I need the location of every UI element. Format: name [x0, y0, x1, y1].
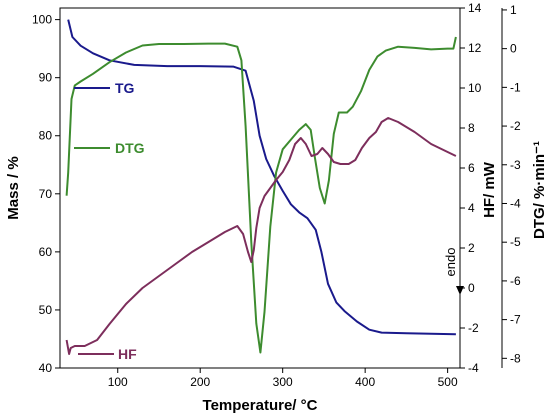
- mass-tick-label: 40: [39, 361, 53, 375]
- mass-tick-label: 70: [39, 187, 53, 201]
- hf-tick-label: 8: [468, 121, 475, 135]
- dtg-tick-label: -7: [510, 313, 521, 327]
- series-label-dtg: DTG: [115, 140, 145, 156]
- mass-tick-label: 50: [39, 303, 53, 317]
- dtg-tick-label: 0: [510, 42, 517, 56]
- dtg-tick-label: -1: [510, 80, 521, 94]
- hf-tick-label: 10: [468, 81, 482, 95]
- x-tick-label: 100: [108, 375, 128, 389]
- series-line-tg: [67, 19, 456, 336]
- x-tick-label: 400: [355, 375, 375, 389]
- dtg-tick-label: -6: [510, 274, 521, 288]
- hf-tick-label: 14: [468, 1, 482, 15]
- hf-tick-label: 12: [468, 41, 482, 55]
- plot-frame: [59, 7, 461, 369]
- hf-tick-label: -4: [468, 361, 479, 375]
- dtg-tick-label: -5: [510, 235, 521, 249]
- mass-tick-label: 100: [32, 13, 52, 27]
- dtg-tick-label: -3: [510, 158, 521, 172]
- series-line-dtg: [65, 36, 457, 354]
- x-tick-label: 500: [438, 375, 458, 389]
- series-line-hf: [65, 117, 457, 355]
- x-tick-label: 300: [273, 375, 293, 389]
- dtg-tick-label: -2: [510, 119, 521, 133]
- dtg-tick-label: 1: [510, 3, 517, 17]
- hf-tick-label: 0: [468, 281, 475, 295]
- dtg-tick-label: -8: [510, 351, 521, 365]
- x-tick-label: 200: [190, 375, 210, 389]
- dtg-axis-title: DTG/ %·min⁻¹: [531, 141, 548, 239]
- mass-tick-label: 90: [39, 71, 53, 85]
- hf-tick-label: 2: [468, 241, 475, 255]
- hf-axis-title: HF/ mW: [481, 161, 498, 218]
- endo-annotation: endo: [443, 248, 458, 277]
- hf-tick-label: 6: [468, 161, 475, 175]
- hf-tick-label: 4: [468, 201, 475, 215]
- dtg-tick-label: -4: [510, 196, 521, 210]
- mass-tick-label: 80: [39, 129, 53, 143]
- series-label-hf: HF: [118, 346, 137, 362]
- x-axis-title: Temperature/ °C: [203, 397, 318, 414]
- hf-tick-label: -2: [468, 321, 479, 335]
- mass-tick-label: 60: [39, 245, 53, 259]
- mass-axis-title: Mass / %: [5, 156, 22, 219]
- series-label-tg: TG: [115, 80, 135, 96]
- endo-arrow-head: [456, 286, 464, 295]
